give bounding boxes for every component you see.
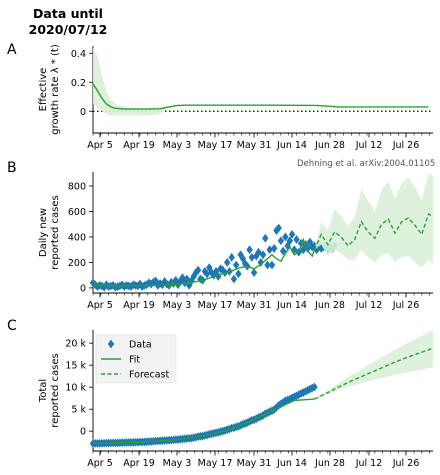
x-tick-label-c: May 3 — [163, 458, 192, 469]
x-tick-label-b: May 17 — [198, 300, 233, 311]
x-tick-label-b: May 3 — [163, 300, 192, 311]
data-point-b — [277, 236, 285, 246]
panel-letter-c: C — [7, 318, 17, 334]
data-point-b — [103, 280, 110, 290]
x-tick-label-a: May 31 — [237, 140, 272, 151]
legend-label-data: Data — [129, 340, 152, 351]
data-point-b — [224, 258, 231, 267]
data-point-b — [268, 260, 276, 270]
data-point-b — [279, 246, 287, 256]
panel-letter-a: A — [7, 42, 17, 58]
x-tick-label-a: Jun 28 — [314, 140, 345, 151]
x-tick-label-b: Apr 5 — [87, 300, 113, 311]
data-point-b — [288, 230, 296, 239]
data-point-b — [241, 259, 249, 269]
y-tick-label-a: 0.4 — [71, 49, 86, 60]
y-tick-label-b: 600 — [68, 207, 86, 218]
y-axis-label-c: reported cases — [50, 353, 61, 427]
fit-line-c — [92, 398, 315, 445]
data-point-b — [235, 269, 242, 279]
attribution-text: Dehning et al. arXiv:2004.01105 — [297, 159, 436, 169]
y-axis-label-a: Effective — [38, 68, 49, 112]
data-point-b — [259, 250, 267, 260]
data-point-b — [266, 245, 273, 255]
x-tick-label-b: Jun 14 — [276, 300, 307, 311]
y-axis-label-b: Daily new — [38, 208, 49, 257]
y-label-group-b: Daily new reported cases — [38, 195, 61, 269]
x-tick-label-b: May 31 — [237, 300, 272, 311]
data-point-b — [194, 265, 202, 275]
x-tick-label-a: Apr 19 — [123, 140, 155, 151]
data-point-b — [264, 260, 271, 270]
y-axis-label-b: reported cases — [50, 195, 61, 269]
y-axis-label-a: growth rate λ * (t) — [50, 44, 61, 135]
forecast-line-c — [314, 347, 434, 400]
x-tick-label-c: May 31 — [237, 458, 272, 469]
x-tick-label-a: May 17 — [198, 140, 233, 151]
legend-label-forecast: Forecast — [129, 370, 169, 381]
data-point-c — [311, 382, 318, 392]
data-point-b — [232, 260, 240, 270]
data-point-b — [286, 236, 294, 246]
y-tick-label-a: 0.2 — [71, 78, 86, 89]
data-point-b — [273, 226, 280, 235]
data-point-b — [248, 252, 256, 262]
x-tick-label-b: Jul 12 — [355, 300, 383, 311]
forecast-line-b — [313, 212, 434, 250]
y-tick-label-c: 20 k — [65, 339, 86, 350]
legend-label-fit: Fit — [129, 355, 140, 366]
x-tick-label-a: Jul 26 — [392, 140, 420, 151]
data-point-b — [262, 233, 269, 243]
y-label-group-c: Total reported cases — [38, 353, 61, 427]
y-tick-label-b: 200 — [68, 258, 86, 269]
x-tick-label-b: Apr 19 — [123, 300, 155, 311]
fit-line-a — [92, 83, 429, 110]
data-point-b — [282, 232, 289, 242]
y-tick-label-c: 15 k — [65, 361, 86, 372]
data-point-b — [203, 269, 211, 279]
y-tick-label-c: 10 k — [65, 383, 86, 394]
data-point-b — [253, 251, 260, 261]
data-point-b — [293, 235, 300, 244]
y-axis-label-c: Total — [38, 379, 49, 403]
data-point-b — [230, 274, 238, 284]
legend-data-marker — [107, 339, 115, 349]
fit-line-b — [92, 237, 316, 287]
figure-title-line1: Data until — [33, 6, 103, 21]
x-tick-label-c: Apr 19 — [123, 458, 155, 469]
data-point-b — [246, 245, 253, 255]
y-tick-label-b: 400 — [68, 232, 86, 243]
data-point-b — [228, 252, 235, 262]
x-tick-label-a: Jul 12 — [355, 140, 383, 151]
x-tick-label-c: Jun 14 — [276, 458, 307, 469]
data-point-b — [275, 223, 282, 233]
y-label-group-a: Effective growth rate λ * (t) — [38, 44, 61, 135]
y-tick-label-a: 0 — [80, 107, 86, 118]
confidence-band-c — [314, 330, 433, 400]
data-point-b — [250, 268, 258, 278]
x-tick-label-c: Jul 12 — [355, 458, 383, 469]
y-tick-label-c: 5 k — [71, 405, 86, 416]
data-point-b — [270, 244, 278, 253]
y-tick-label-b: 0 — [80, 283, 86, 294]
panel-letter-b: B — [7, 160, 17, 176]
figure-title-line2: 2020/07/12 — [28, 22, 108, 37]
x-tick-label-c: Jun 28 — [314, 458, 345, 469]
x-tick-label-c: Jul 26 — [392, 458, 420, 469]
x-tick-label-a: Jun 14 — [276, 140, 307, 151]
x-tick-label-c: Apr 5 — [87, 458, 113, 469]
x-tick-label-c: May 17 — [198, 458, 233, 469]
x-tick-label-a: Apr 5 — [87, 140, 113, 151]
y-tick-label-c: 0 — [80, 427, 86, 438]
y-tick-label-b: 800 — [68, 182, 86, 193]
confidence-band-b — [314, 173, 433, 268]
figure-title: Data until 2020/07/12 — [8, 6, 128, 38]
x-tick-label-b: Jul 26 — [392, 300, 420, 311]
x-tick-label-a: May 3 — [163, 140, 192, 151]
data-point-c — [273, 403, 280, 412]
x-tick-label-b: Jun 28 — [314, 300, 345, 311]
